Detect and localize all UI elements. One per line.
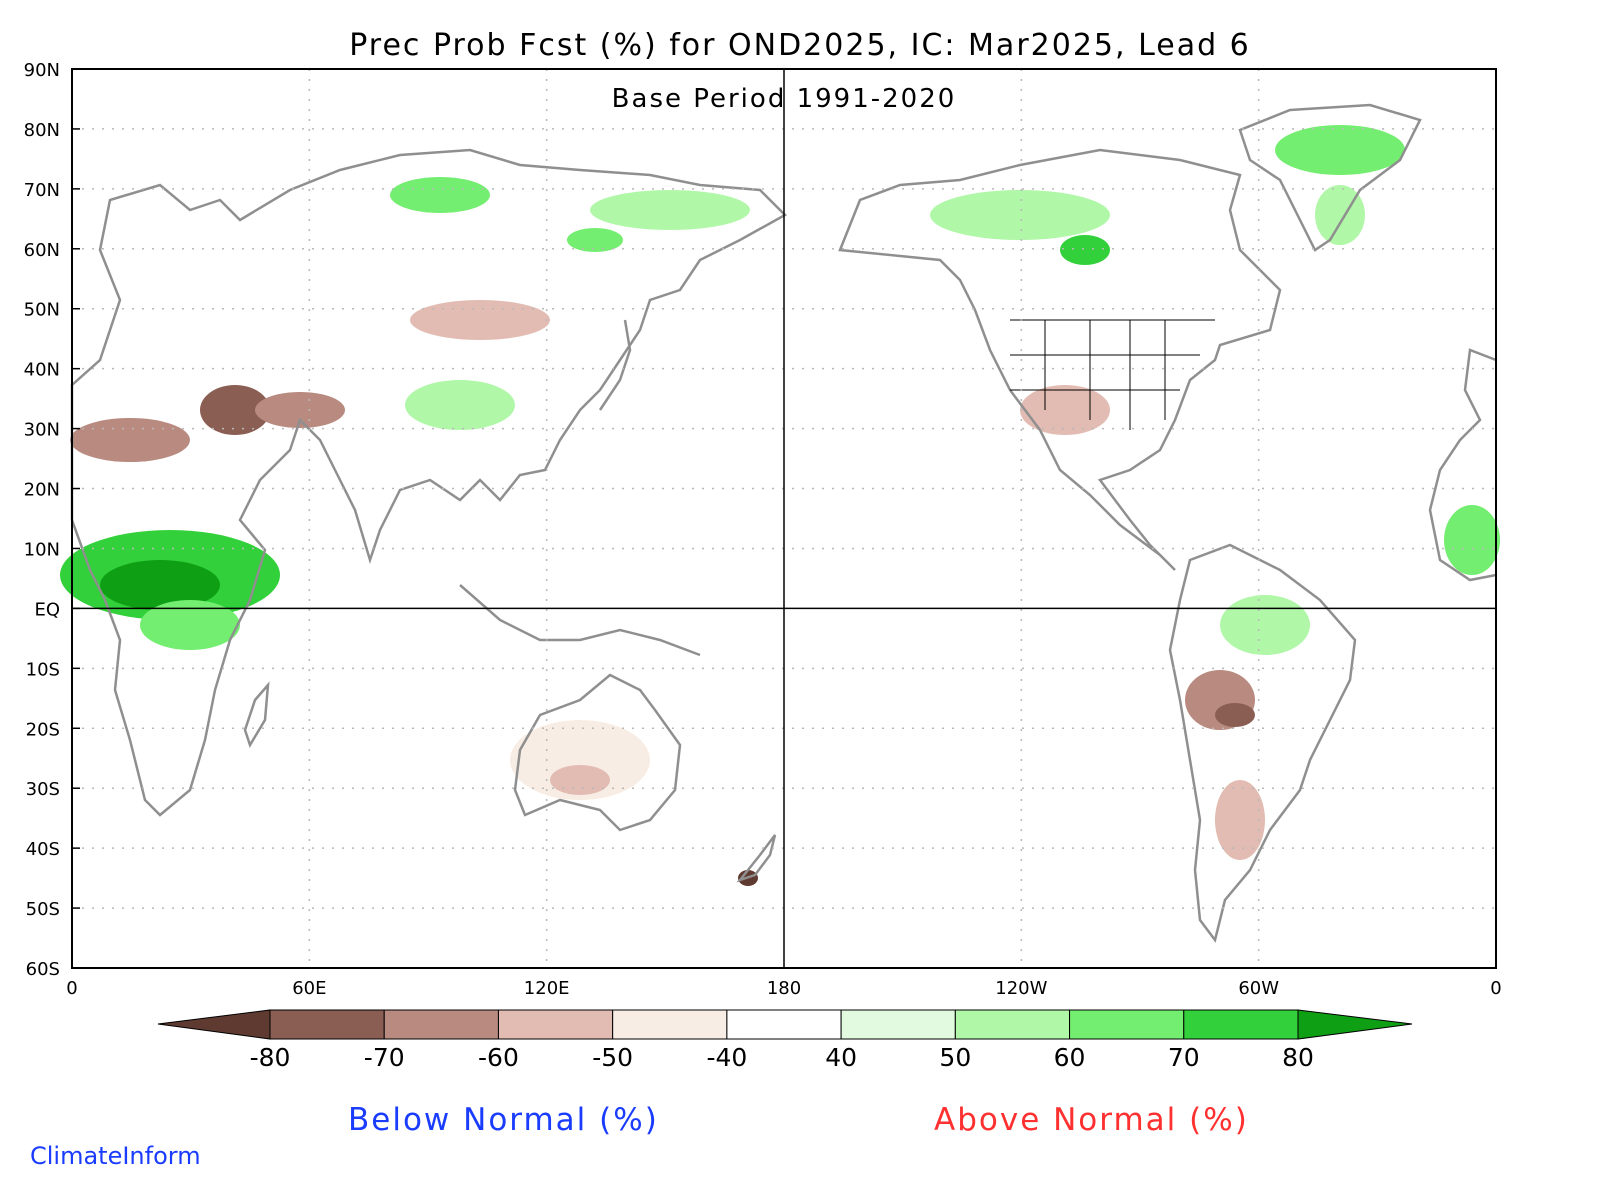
- colorbar-tick: 80: [1282, 1043, 1314, 1072]
- lat-tick-label: 30N: [24, 420, 60, 441]
- latitude-labels: 90N 80N 70N 60N 50N 40N 30N 20N 10N EQ 10S 20S 30S 40…: [24, 60, 60, 980]
- map-frame: [71, 68, 1497, 969]
- lat-tick-label: 60N: [24, 240, 60, 261]
- colorbar-tick: 50: [939, 1043, 971, 1072]
- lon-tick-label: 0: [66, 978, 77, 999]
- colorbar-swatch: [954, 1009, 1071, 1040]
- lat-tick-label: 40S: [26, 839, 60, 860]
- colorbar-tick: -40: [706, 1043, 747, 1072]
- lat-tick-label: 40N: [24, 360, 60, 381]
- below-normal-label: Below Normal (%): [348, 1102, 659, 1138]
- colorbar-swatch: [497, 1009, 614, 1040]
- us-state-borders: [1010, 319, 1215, 430]
- longitude-labels: 0 60E 120E 180 120W 60W 0: [66, 978, 1501, 999]
- colorbar-tick: -60: [478, 1043, 519, 1072]
- coastlines: [70, 103, 1497, 943]
- colorbar-swatch: [1297, 1009, 1413, 1040]
- above-normal-label: Above Normal (%): [934, 1102, 1249, 1138]
- lat-tick-label: 80N: [24, 120, 60, 141]
- lat-tick-label: 60S: [26, 959, 60, 980]
- map-title: Prec Prob Fcst (%) for OND2025, IC: Mar2…: [349, 28, 1251, 63]
- lat-tick-label: 30S: [26, 779, 60, 800]
- colorbar-tick: 60: [1054, 1043, 1086, 1072]
- colorbar-swatch: [269, 1009, 385, 1040]
- lat-tick-label: 70N: [24, 180, 60, 201]
- lat-tick-label: 90N: [24, 60, 60, 81]
- colorbar-swatch: [1069, 1009, 1185, 1040]
- colorbar-tick: -50: [592, 1043, 633, 1072]
- colorbar-tick-labels: -80 -70 -60 -50 -40 40 50 60 70 80: [250, 1043, 1314, 1072]
- lon-tick-label: 120E: [524, 978, 570, 999]
- colorbar-swatch: [840, 1009, 956, 1040]
- lon-tick-label: 180: [767, 978, 801, 999]
- probability-shading: [60, 125, 1500, 886]
- lon-tick-label: 0: [1490, 978, 1501, 999]
- colorbar-tick: 70: [1168, 1043, 1200, 1072]
- lat-tick-label: 20S: [26, 719, 60, 740]
- lat-tick-label: 10N: [24, 539, 60, 560]
- colorbar-swatch: [612, 1009, 728, 1040]
- lat-tick-label: EQ: [34, 599, 60, 620]
- colorbar-swatch: [726, 1009, 842, 1040]
- colorbar-swatch: [157, 1009, 271, 1040]
- credit-label: ClimateInform: [30, 1142, 201, 1170]
- colorbar-tick: -80: [250, 1043, 291, 1072]
- colorbar-swatch: [383, 1009, 499, 1040]
- colorbar: [157, 1009, 1413, 1040]
- lon-tick-label: 120W: [995, 978, 1047, 999]
- lon-tick-label: 60E: [292, 978, 326, 999]
- colorbar-tick: -70: [364, 1043, 405, 1072]
- map-subtitle: Base Period 1991-2020: [612, 84, 957, 114]
- lat-tick-label: 10S: [26, 659, 60, 680]
- lat-tick-label: 50N: [24, 300, 60, 321]
- lat-tick-label: 50S: [26, 899, 60, 920]
- lat-tick-label: 20N: [24, 480, 60, 501]
- colorbar-swatch: [1183, 1009, 1299, 1040]
- lon-tick-label: 60W: [1238, 978, 1279, 999]
- colorbar-tick: 40: [825, 1043, 857, 1072]
